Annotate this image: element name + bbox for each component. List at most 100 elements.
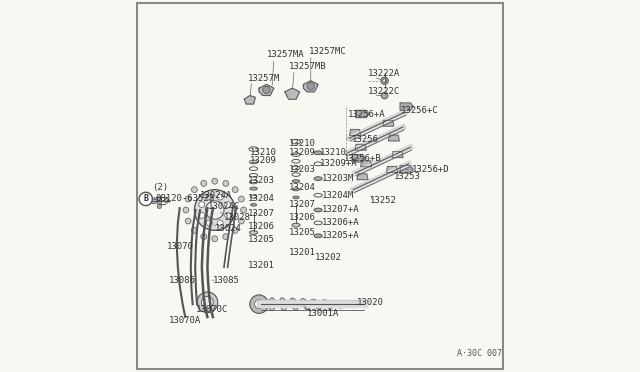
Circle shape	[307, 83, 314, 90]
Circle shape	[250, 295, 268, 313]
Circle shape	[191, 187, 197, 193]
Text: 13210: 13210	[289, 139, 316, 148]
Polygon shape	[357, 174, 368, 180]
Text: 13205: 13205	[289, 228, 316, 237]
Polygon shape	[400, 166, 413, 173]
Text: 13256+C: 13256+C	[401, 106, 439, 115]
Circle shape	[239, 218, 244, 224]
Circle shape	[202, 296, 213, 308]
Text: 13209+A: 13209+A	[320, 159, 358, 169]
Text: 13204M: 13204M	[322, 191, 354, 200]
Text: 13203: 13203	[248, 176, 275, 185]
Circle shape	[201, 180, 207, 186]
Text: 13257MC: 13257MC	[309, 47, 346, 56]
Text: 13206: 13206	[289, 213, 316, 222]
Polygon shape	[392, 152, 403, 158]
Text: 13222A: 13222A	[368, 69, 400, 78]
Ellipse shape	[301, 299, 310, 310]
Text: 13024C: 13024C	[207, 202, 239, 211]
Circle shape	[183, 207, 189, 213]
Circle shape	[212, 178, 218, 184]
Text: 13204: 13204	[248, 195, 275, 203]
Circle shape	[232, 227, 238, 233]
Ellipse shape	[251, 203, 257, 206]
Polygon shape	[303, 81, 318, 92]
Circle shape	[199, 202, 205, 208]
Polygon shape	[360, 161, 372, 167]
Text: 13001A: 13001A	[307, 309, 339, 318]
Circle shape	[207, 220, 212, 226]
Text: 13209: 13209	[250, 155, 276, 165]
Circle shape	[212, 236, 218, 242]
Ellipse shape	[314, 177, 322, 180]
Ellipse shape	[269, 298, 275, 311]
Text: 13257MB: 13257MB	[289, 61, 326, 71]
Text: 13024A: 13024A	[200, 191, 232, 200]
Circle shape	[197, 292, 218, 312]
Circle shape	[205, 201, 224, 219]
Polygon shape	[356, 110, 369, 118]
Text: 13070C: 13070C	[196, 305, 228, 314]
Text: 13210: 13210	[320, 148, 347, 157]
Ellipse shape	[343, 301, 356, 308]
Text: 13207: 13207	[289, 200, 316, 209]
Polygon shape	[244, 96, 255, 104]
Circle shape	[225, 212, 230, 218]
Polygon shape	[388, 135, 399, 141]
Text: 13085: 13085	[213, 276, 240, 285]
Circle shape	[199, 212, 205, 218]
Ellipse shape	[292, 223, 300, 227]
Ellipse shape	[250, 231, 258, 234]
Circle shape	[195, 190, 235, 230]
Text: 13203: 13203	[289, 165, 316, 174]
Circle shape	[157, 197, 162, 201]
Polygon shape	[400, 103, 413, 110]
Ellipse shape	[280, 298, 287, 311]
Circle shape	[217, 220, 223, 226]
Circle shape	[201, 234, 207, 240]
Text: 13256: 13256	[351, 135, 378, 144]
Polygon shape	[259, 84, 274, 96]
Circle shape	[383, 79, 387, 83]
Text: 13206+A: 13206+A	[322, 218, 360, 227]
Ellipse shape	[292, 180, 300, 183]
Circle shape	[225, 202, 230, 208]
Text: 13024: 13024	[215, 224, 242, 233]
Circle shape	[239, 196, 244, 202]
Circle shape	[217, 194, 223, 200]
Circle shape	[139, 192, 152, 206]
Ellipse shape	[290, 298, 298, 310]
Circle shape	[241, 207, 246, 213]
Circle shape	[157, 204, 162, 209]
Text: 13202: 13202	[314, 253, 341, 263]
Circle shape	[255, 300, 264, 309]
Text: 13201: 13201	[248, 261, 275, 270]
Text: 13020: 13020	[357, 298, 384, 307]
Text: 13205: 13205	[248, 235, 275, 244]
Circle shape	[207, 194, 212, 200]
Ellipse shape	[293, 196, 299, 199]
Text: 13028: 13028	[224, 213, 251, 222]
Circle shape	[151, 198, 157, 204]
Text: 13070: 13070	[167, 243, 194, 251]
Text: (2): (2)	[152, 183, 168, 192]
Text: 13252: 13252	[370, 196, 397, 205]
Polygon shape	[383, 120, 394, 126]
Circle shape	[232, 187, 238, 193]
Text: 13256+A: 13256+A	[348, 109, 385, 119]
Text: 13201: 13201	[289, 248, 316, 257]
Text: 13209: 13209	[289, 148, 316, 157]
Circle shape	[263, 86, 270, 94]
Polygon shape	[349, 129, 360, 135]
Text: A·30C 007: A·30C 007	[456, 350, 502, 359]
Polygon shape	[285, 88, 300, 99]
Text: 13205+A: 13205+A	[322, 231, 360, 240]
Text: 13210: 13210	[250, 148, 276, 157]
Text: 13257MA: 13257MA	[266, 51, 304, 60]
Ellipse shape	[321, 300, 333, 308]
Text: 13070A: 13070A	[168, 316, 201, 325]
Circle shape	[381, 92, 388, 99]
Text: 13253: 13253	[394, 172, 420, 181]
Text: 13257M: 13257M	[248, 74, 280, 83]
Text: 13207: 13207	[248, 209, 275, 218]
